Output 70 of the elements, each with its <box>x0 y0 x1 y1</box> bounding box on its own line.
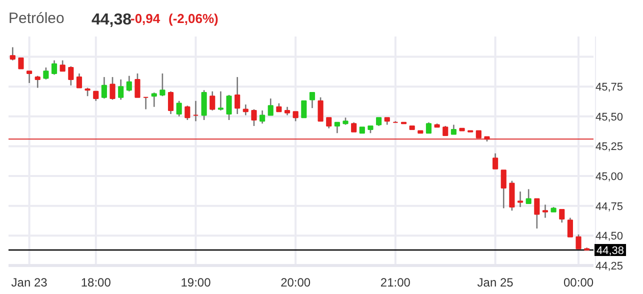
y-tick-label: 44,50 <box>596 230 624 243</box>
y-tick-label: 45,25 <box>596 141 624 154</box>
x-tick-label: 20:00 <box>280 276 311 290</box>
candlestick <box>218 90 224 112</box>
candlestick <box>118 78 124 100</box>
text: -0,94 <box>130 11 161 26</box>
candlestick <box>318 96 324 122</box>
candlestick <box>334 122 340 134</box>
y-tick-label: 45,75 <box>596 82 624 94</box>
candlestick <box>426 122 432 134</box>
x-tick-label: 00:00 <box>564 276 594 290</box>
candlestick <box>51 60 58 76</box>
x-tick-label: Jan 23 <box>11 276 48 290</box>
candlestick <box>68 66 74 86</box>
candlestick <box>184 105 190 121</box>
x-tick-label: 21:00 <box>380 276 411 290</box>
candlestick <box>226 94 232 121</box>
x-tick-label: Jan 25 <box>477 276 514 290</box>
candlestick <box>251 108 257 127</box>
candlestick <box>26 70 32 84</box>
candlestick <box>326 116 332 129</box>
text: (-2,06%) <box>168 11 218 26</box>
candlestick <box>351 122 357 133</box>
candlestick <box>292 110 298 122</box>
candlestick <box>567 217 573 238</box>
candlestick <box>517 190 524 208</box>
candlestick <box>34 75 40 88</box>
candlestick <box>268 98 274 116</box>
candlestick <box>201 90 207 121</box>
text: 44,38 <box>92 12 132 28</box>
candlestick <box>526 188 532 204</box>
candlestick <box>143 96 149 110</box>
candlestick <box>110 76 116 100</box>
y-tick-label: 45,50 <box>596 111 624 124</box>
candlestick <box>134 72 140 98</box>
y-tick-label: 45,00 <box>596 171 624 184</box>
candlestick <box>534 198 540 230</box>
candlestick <box>168 90 174 115</box>
candlestick <box>450 124 456 135</box>
candlestick <box>151 92 157 108</box>
candlestick <box>442 125 448 136</box>
y-tick-label: 44,75 <box>596 200 624 213</box>
candlestick <box>559 208 565 224</box>
candlestick <box>18 57 24 70</box>
y-tick-label: 44,25 <box>596 260 624 272</box>
candlestick <box>43 66 49 80</box>
candlestick <box>93 90 99 102</box>
candlestick <box>542 204 548 218</box>
x-tick-label: 19:00 <box>180 276 212 290</box>
candlestick <box>301 100 307 118</box>
candlestick <box>176 100 182 118</box>
candlestick <box>492 152 498 170</box>
candlestick <box>500 169 506 209</box>
candlestick <box>101 76 107 100</box>
candlestick <box>10 46 16 62</box>
candlestick <box>60 60 66 72</box>
candlestick <box>192 100 199 122</box>
ref-line-label: 44,38 <box>596 244 624 257</box>
candlestick <box>576 234 582 250</box>
candlestick <box>234 76 240 115</box>
candlestick <box>309 92 316 109</box>
x-tick-label: 18:00 <box>80 276 112 290</box>
candlestick <box>126 75 132 92</box>
candlestick <box>160 72 166 97</box>
candlestick <box>76 72 82 88</box>
candlestick <box>260 110 266 124</box>
candlestick <box>210 90 216 112</box>
chart-title: Petróleo <box>8 10 64 27</box>
candlestick <box>242 104 248 116</box>
candlestick <box>509 180 515 212</box>
